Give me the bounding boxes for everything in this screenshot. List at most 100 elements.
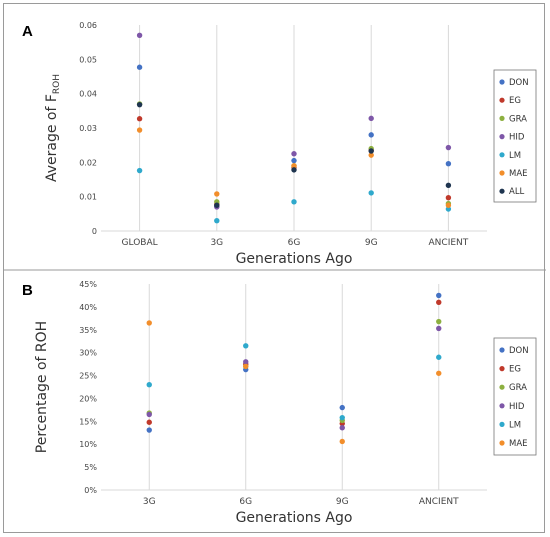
y-tick-label: 0.04 bbox=[79, 90, 97, 99]
legend-label-don: DON bbox=[509, 346, 529, 356]
data-point-lm bbox=[214, 218, 220, 224]
data-point-don bbox=[339, 404, 345, 411]
legend-label-don: DON bbox=[509, 78, 529, 88]
data-point-don bbox=[436, 292, 442, 299]
data-point-eg bbox=[146, 419, 152, 425]
y-tick-label: 0.06 bbox=[79, 21, 97, 30]
data-point-hid bbox=[339, 425, 345, 431]
data-point-all bbox=[214, 202, 220, 208]
legend-label-lm: LM bbox=[509, 420, 521, 430]
panel-letter: B bbox=[22, 282, 33, 299]
legend-marker-gra bbox=[499, 384, 505, 390]
data-point-eg bbox=[436, 299, 442, 306]
data-point-eg bbox=[136, 116, 143, 122]
y-tick-label: 35% bbox=[79, 326, 97, 335]
data-point-mae bbox=[436, 370, 442, 376]
data-point-gra bbox=[436, 318, 442, 325]
data-point-all bbox=[445, 182, 452, 189]
data-point-all bbox=[291, 167, 297, 173]
y-tick-label: 0.02 bbox=[79, 158, 97, 167]
legend-marker-hid bbox=[499, 134, 505, 140]
data-point-lm bbox=[445, 206, 452, 212]
panel-letter: A bbox=[22, 23, 33, 40]
legend-label-gra: GRA bbox=[509, 114, 527, 124]
data-point-don bbox=[146, 427, 152, 433]
x-tick-label: 9G bbox=[336, 497, 349, 507]
data-point-eg bbox=[445, 194, 452, 201]
data-point-mae bbox=[146, 320, 152, 326]
legend-box bbox=[493, 337, 537, 456]
data-point-hid bbox=[291, 151, 297, 157]
data-point-mae bbox=[243, 363, 249, 370]
x-tick-label: GLOBAL bbox=[122, 238, 158, 248]
x-tick-label: 3G bbox=[143, 497, 156, 507]
data-point-lm bbox=[136, 167, 143, 174]
legend-label-mae: MAE bbox=[509, 439, 528, 449]
x-axis-title: Generations Ago bbox=[236, 510, 353, 526]
y-tick-label: 0% bbox=[84, 486, 97, 495]
y-tick-label: 20% bbox=[79, 394, 97, 403]
data-point-mae bbox=[339, 438, 345, 445]
data-point-mae bbox=[136, 127, 143, 133]
data-point-mae bbox=[445, 202, 452, 208]
legend-marker-all bbox=[499, 188, 505, 194]
legend-marker-eg bbox=[499, 366, 505, 372]
legend-marker-don bbox=[499, 347, 505, 353]
legend-label-gra: GRA bbox=[509, 383, 527, 393]
legend-label-hid: HID bbox=[509, 133, 525, 143]
data-point-hid bbox=[136, 32, 143, 38]
x-tick-label: 6G bbox=[288, 238, 301, 248]
data-point-lm bbox=[368, 190, 374, 196]
y-tick-label: 5% bbox=[84, 463, 97, 472]
legend-label-lm: LM bbox=[509, 151, 521, 161]
data-point-mae bbox=[291, 163, 297, 169]
data-point-hid bbox=[445, 144, 452, 151]
x-axis-title: Generations Ago bbox=[236, 251, 353, 267]
legend-label-all: ALL bbox=[509, 187, 525, 197]
x-tick-label: 3G bbox=[210, 238, 223, 248]
legend-marker-mae bbox=[499, 440, 505, 446]
y-axis-title: Average of FROH bbox=[44, 74, 62, 182]
data-point-lm bbox=[339, 414, 345, 421]
data-point-don bbox=[368, 132, 374, 138]
legend-label-eg: EG bbox=[509, 96, 521, 106]
data-point-all bbox=[368, 148, 374, 154]
y-tick-label: 0.05 bbox=[79, 55, 97, 64]
panel-b: B 0% 5% 10% 15% 20% 25% 30% 35% 40% 45% 3G 6G 9G ANCIE… bbox=[22, 280, 537, 526]
data-point-hid bbox=[146, 411, 152, 418]
data-point-mae bbox=[368, 152, 374, 158]
x-tick-label: ANCIENT bbox=[419, 497, 459, 507]
legend-label-eg: EG bbox=[509, 365, 521, 375]
data-point-don bbox=[445, 161, 452, 167]
legend-marker-gra bbox=[499, 115, 505, 121]
y-tick-label: 45% bbox=[79, 280, 97, 289]
data-point-hid bbox=[436, 325, 442, 332]
legend-marker-lm bbox=[499, 152, 505, 158]
legend: DON EG GRA HID LM MAE ALL bbox=[493, 69, 537, 203]
legend-marker-hid bbox=[499, 403, 505, 409]
legend-marker-don bbox=[499, 79, 505, 85]
figure-frame: A 0 0.01 0.02 0.03 0.04 0.05 0.06 GLOBAL 3G 6G 9G AN… bbox=[3, 3, 546, 533]
y-tick-label: 0 bbox=[92, 227, 97, 236]
y-axis-title-main: Average of F bbox=[44, 94, 60, 182]
data-point-all bbox=[136, 101, 143, 108]
y-axis-title-subscript: ROH bbox=[52, 74, 62, 94]
data-point-mae bbox=[214, 191, 220, 197]
data-point-lm bbox=[146, 382, 152, 388]
chart-canvas: A 0 0.01 0.02 0.03 0.04 0.05 0.06 GLOBAL 3G 6G 9G AN… bbox=[4, 21, 546, 526]
y-tick-label: 30% bbox=[79, 349, 97, 358]
legend-marker-lm bbox=[499, 421, 505, 427]
legend-marker-eg bbox=[499, 97, 505, 103]
y-axis-title: Percentage of ROH bbox=[34, 321, 50, 453]
y-tick-label: 25% bbox=[79, 372, 97, 381]
y-tick-label: 40% bbox=[79, 303, 97, 312]
data-point-lm bbox=[291, 199, 297, 205]
data-point-don bbox=[291, 157, 297, 164]
x-tick-label: 6G bbox=[239, 497, 252, 507]
y-tick-label: 0.03 bbox=[79, 124, 97, 133]
data-point-lm bbox=[436, 354, 442, 360]
data-point-hid bbox=[368, 115, 374, 122]
y-tick-label: 0.01 bbox=[79, 193, 97, 202]
data-point-hid bbox=[243, 359, 249, 365]
y-tick-label: 15% bbox=[79, 417, 97, 426]
